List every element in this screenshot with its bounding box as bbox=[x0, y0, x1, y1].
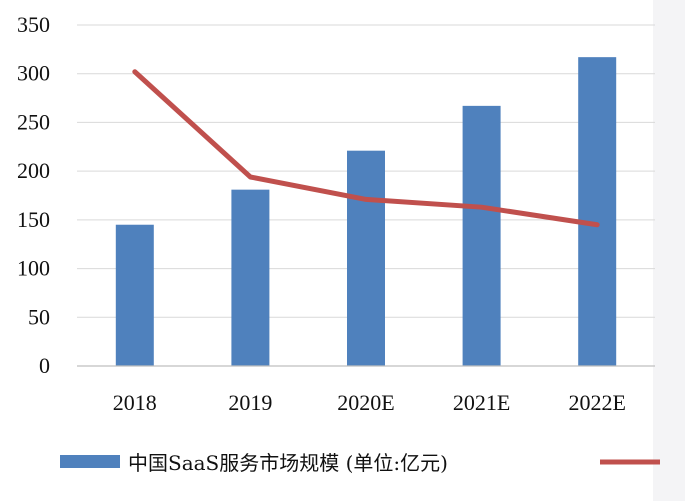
legend-bar-swatch bbox=[60, 455, 120, 468]
x-tick-label: 2022E bbox=[568, 390, 625, 415]
line-series bbox=[132, 69, 600, 228]
y-tick-label: 350 bbox=[17, 12, 50, 37]
y-tick-label: 300 bbox=[17, 61, 50, 86]
y-tick-label: 50 bbox=[28, 304, 50, 329]
x-axis-ticks: 2018 2019 2020E 2021E 2022E bbox=[113, 390, 626, 415]
x-tick-label: 2021E bbox=[453, 390, 510, 415]
legend: 中国SaaS服务市场规模 (单位:亿元) bbox=[60, 451, 660, 475]
bar bbox=[578, 57, 617, 366]
line-path bbox=[132, 69, 600, 228]
x-tick-label: 2019 bbox=[228, 390, 272, 415]
y-tick-label: 250 bbox=[17, 109, 50, 134]
window-edge bbox=[653, 0, 685, 501]
x-tick-label: 2018 bbox=[113, 390, 157, 415]
y-tick-label: 150 bbox=[17, 207, 50, 232]
bar bbox=[347, 150, 385, 366]
bar bbox=[462, 105, 501, 366]
legend-bar-label: 中国SaaS服务市场规模 (单位:亿元) bbox=[128, 451, 448, 475]
y-tick-label: 0 bbox=[39, 353, 50, 378]
chart: 0 50 100 150 200 250 300 350 2018 2019 2020E 2021E… bbox=[17, 12, 660, 475]
bar-series bbox=[115, 57, 617, 366]
y-tick-label: 200 bbox=[17, 158, 50, 183]
x-tick-label: 2020E bbox=[337, 390, 394, 415]
y-axis-ticks: 0 50 100 150 200 250 300 350 bbox=[17, 12, 50, 378]
bar bbox=[231, 189, 270, 366]
bar bbox=[115, 224, 154, 366]
y-tick-label: 100 bbox=[17, 256, 50, 281]
